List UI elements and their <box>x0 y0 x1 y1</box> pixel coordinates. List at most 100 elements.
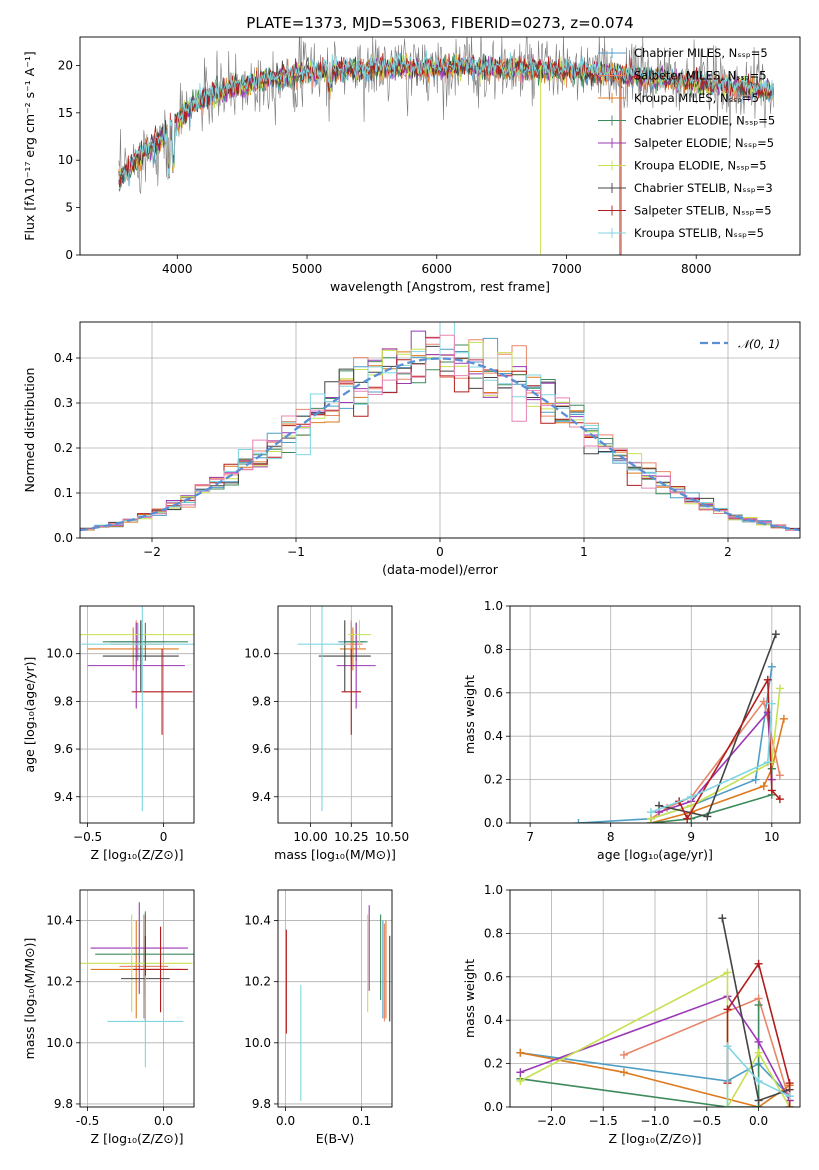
errorbars <box>80 606 194 812</box>
spectrum-panel: 4000 5000 6000 7000 8000 0 5 10 15 20 wavelength [… <box>22 36 801 294</box>
plot-frame <box>79 36 801 256</box>
series-line <box>650 703 773 813</box>
x-tick-label: -0.5 <box>76 1114 99 1128</box>
y-tick-label: 9.6 <box>54 742 73 756</box>
plot-frame <box>79 605 195 824</box>
y-axis-label: age [log₁₀(age/yr)] <box>22 657 37 773</box>
y-axis-label: mass weight <box>462 959 477 1038</box>
y-tick-label: 0.0 <box>484 816 503 830</box>
x-axis-label: age [log₁₀(age/yr)] <box>597 847 713 862</box>
legend-label: Chabrier ELODIE, Nₛₛₚ=5 <box>634 114 775 128</box>
y-axis-label: mass weight <box>462 675 477 754</box>
normal-curve <box>80 357 800 532</box>
x-tick-label: 7000 <box>551 262 582 276</box>
y-tick-label: 5 <box>65 201 73 215</box>
model-spectrum <box>118 54 774 184</box>
residuals-panel: −2 −1 0 1 2 0.0 0.1 0.2 0.3 0.4 (data-model)/error… <box>22 321 801 577</box>
series-line <box>658 633 777 818</box>
y-tick-label: 9.8 <box>252 694 271 708</box>
y-tick-label: 10.2 <box>46 975 73 989</box>
y-axis-label: mass [log₁₀(M/M⊙)] <box>22 938 37 1060</box>
x-axis-label: Z [log₁₀(Z/Z⊙)] <box>91 847 184 862</box>
legend-label: Kroupa MILES, Nₛₛₚ=5 <box>634 91 759 105</box>
y-tick-label: 0.0 <box>54 531 73 545</box>
massweight-vs-Z-panel: −2.0 −1.5 −1.0 −0.5 0.0 0.0 0.2 0.4 0.6 0.8 1.0 Z [… <box>462 883 801 1146</box>
age-vs-mass-panel: 10.00 10.25 10.50 9.4 9.6 9.8 10.0 mass [log₁₀(… <box>244 605 409 862</box>
y-axis-label: Flux [fλ10⁻¹⁷ erg cm⁻² s⁻¹ A⁻¹] <box>22 51 37 240</box>
y-tick-label: 0.4 <box>484 729 503 743</box>
legend-label: Chabrier MILES, Nₛₛₚ=5 <box>634 46 768 60</box>
y-tick-label: 0.2 <box>54 441 73 455</box>
y-tick-label: 10.0 <box>46 647 73 661</box>
x-tick-label: 10.25 <box>334 830 368 844</box>
x-axis-label: mass [log₁₀(M/M⊙)] <box>274 847 396 862</box>
x-tick-label: −1 <box>287 545 305 559</box>
y-tick-label: 9.6 <box>252 742 271 756</box>
series-line <box>650 699 781 820</box>
series-line <box>520 1052 791 1107</box>
plot-frame <box>509 605 801 824</box>
model-spectrum <box>118 53 774 188</box>
x-axis-label: Z [log₁₀(Z/Z⊙)] <box>91 1131 184 1146</box>
x-tick-label: −2 <box>143 545 161 559</box>
y-tick-label: 0.6 <box>484 970 503 984</box>
x-tick-label: 9 <box>687 830 695 844</box>
x-tick-label: 0.0 <box>276 1114 295 1128</box>
legend-label: 𝒩(0, 1) <box>738 337 780 351</box>
x-axis-label: Z [log₁₀(Z/Z⊙)] <box>609 1131 702 1146</box>
massweight-vs-age-panel: 7 8 9 10 0.0 0.2 0.4 0.6 0.8 1.0 age [log₁₀(age/yr… <box>462 599 801 862</box>
y-tick-label: 10.0 <box>244 647 271 661</box>
errorbars <box>297 606 376 812</box>
y-tick-label: 20 <box>58 58 73 72</box>
x-tick-label: 0.0 <box>154 1114 173 1128</box>
histogram-series <box>80 334 800 531</box>
y-tick-label: 10.0 <box>244 1036 271 1050</box>
x-tick-label: 1 <box>580 545 588 559</box>
y-tick-label: 10.2 <box>244 975 271 989</box>
y-tick-label: 1.0 <box>484 883 503 897</box>
x-tick-label: 0 <box>436 545 444 559</box>
legend-label: Salpeter ELODIE, Nₛₛₚ=5 <box>634 136 774 150</box>
plot-frame <box>277 605 393 824</box>
x-tick-label: 8 <box>607 830 615 844</box>
x-axis-label: E(B-V) <box>316 1131 355 1146</box>
series-line <box>578 666 773 823</box>
y-tick-label: 0.4 <box>54 351 73 365</box>
mass-vs-ebv-panel: 0.0 0.1 9.8 10.0 10.2 10.4 E(B-V) <box>244 889 393 1146</box>
x-tick-label: 8000 <box>681 262 712 276</box>
y-tick-label: 0.1 <box>54 486 73 500</box>
x-tick-label: 0 <box>160 830 168 844</box>
mass-vs-Z-panel: -0.5 0.0 9.8 10.0 10.2 10.4 Z [log₁₀(Z/Z⊙)] mas… <box>22 889 195 1146</box>
x-tick-label: 10.00 <box>293 830 327 844</box>
x-tick-label: −1.0 <box>640 1114 669 1128</box>
x-tick-label: −2.0 <box>537 1114 566 1128</box>
figure-title: PLATE=1373, MJD=53063, FIBERID=0273, z=0… <box>246 14 633 32</box>
x-tick-label: 10.50 <box>375 830 409 844</box>
y-tick-label: 0.3 <box>54 396 73 410</box>
x-tick-label: 10 <box>764 830 779 844</box>
legend-label: Chabrier STELIB, Nₛₛₚ=3 <box>634 181 773 195</box>
x-tick-label: −0.5 <box>692 1114 721 1128</box>
y-tick-label: 0.2 <box>484 1057 503 1071</box>
y-tick-label: 10.4 <box>244 914 271 928</box>
y-tick-label: 0.8 <box>484 642 503 656</box>
series-lines <box>574 630 788 823</box>
y-tick-label: 9.4 <box>54 790 73 804</box>
y-tick-label: 15 <box>58 106 73 120</box>
x-tick-label: 6000 <box>421 262 452 276</box>
x-tick-label: 2 <box>724 545 732 559</box>
y-tick-label: 1.0 <box>484 599 503 613</box>
y-tick-label: 10 <box>58 153 73 167</box>
y-tick-label: 0.0 <box>484 1100 503 1114</box>
legend-label: Kroupa ELODIE, Nₛₛₚ=5 <box>634 159 767 173</box>
legend-label: Salpeter STELIB, Nₛₛₚ=5 <box>634 204 772 218</box>
y-tick-label: 10.0 <box>46 1036 73 1050</box>
spectrum-legend: Chabrier MILES, Nₛₛₚ=5 Salpeter MILES, Nₛ… <box>598 46 775 240</box>
spectrum-lines <box>118 37 774 255</box>
y-tick-label: 0.4 <box>484 1013 503 1027</box>
errorbars <box>80 902 194 1068</box>
age-vs-Z-panel: −0.5 0 9.4 9.6 9.8 10.0 Z [log₁₀(Z/Z⊙)] age [lo… <box>22 605 195 862</box>
y-tick-label: 0.6 <box>484 686 503 700</box>
